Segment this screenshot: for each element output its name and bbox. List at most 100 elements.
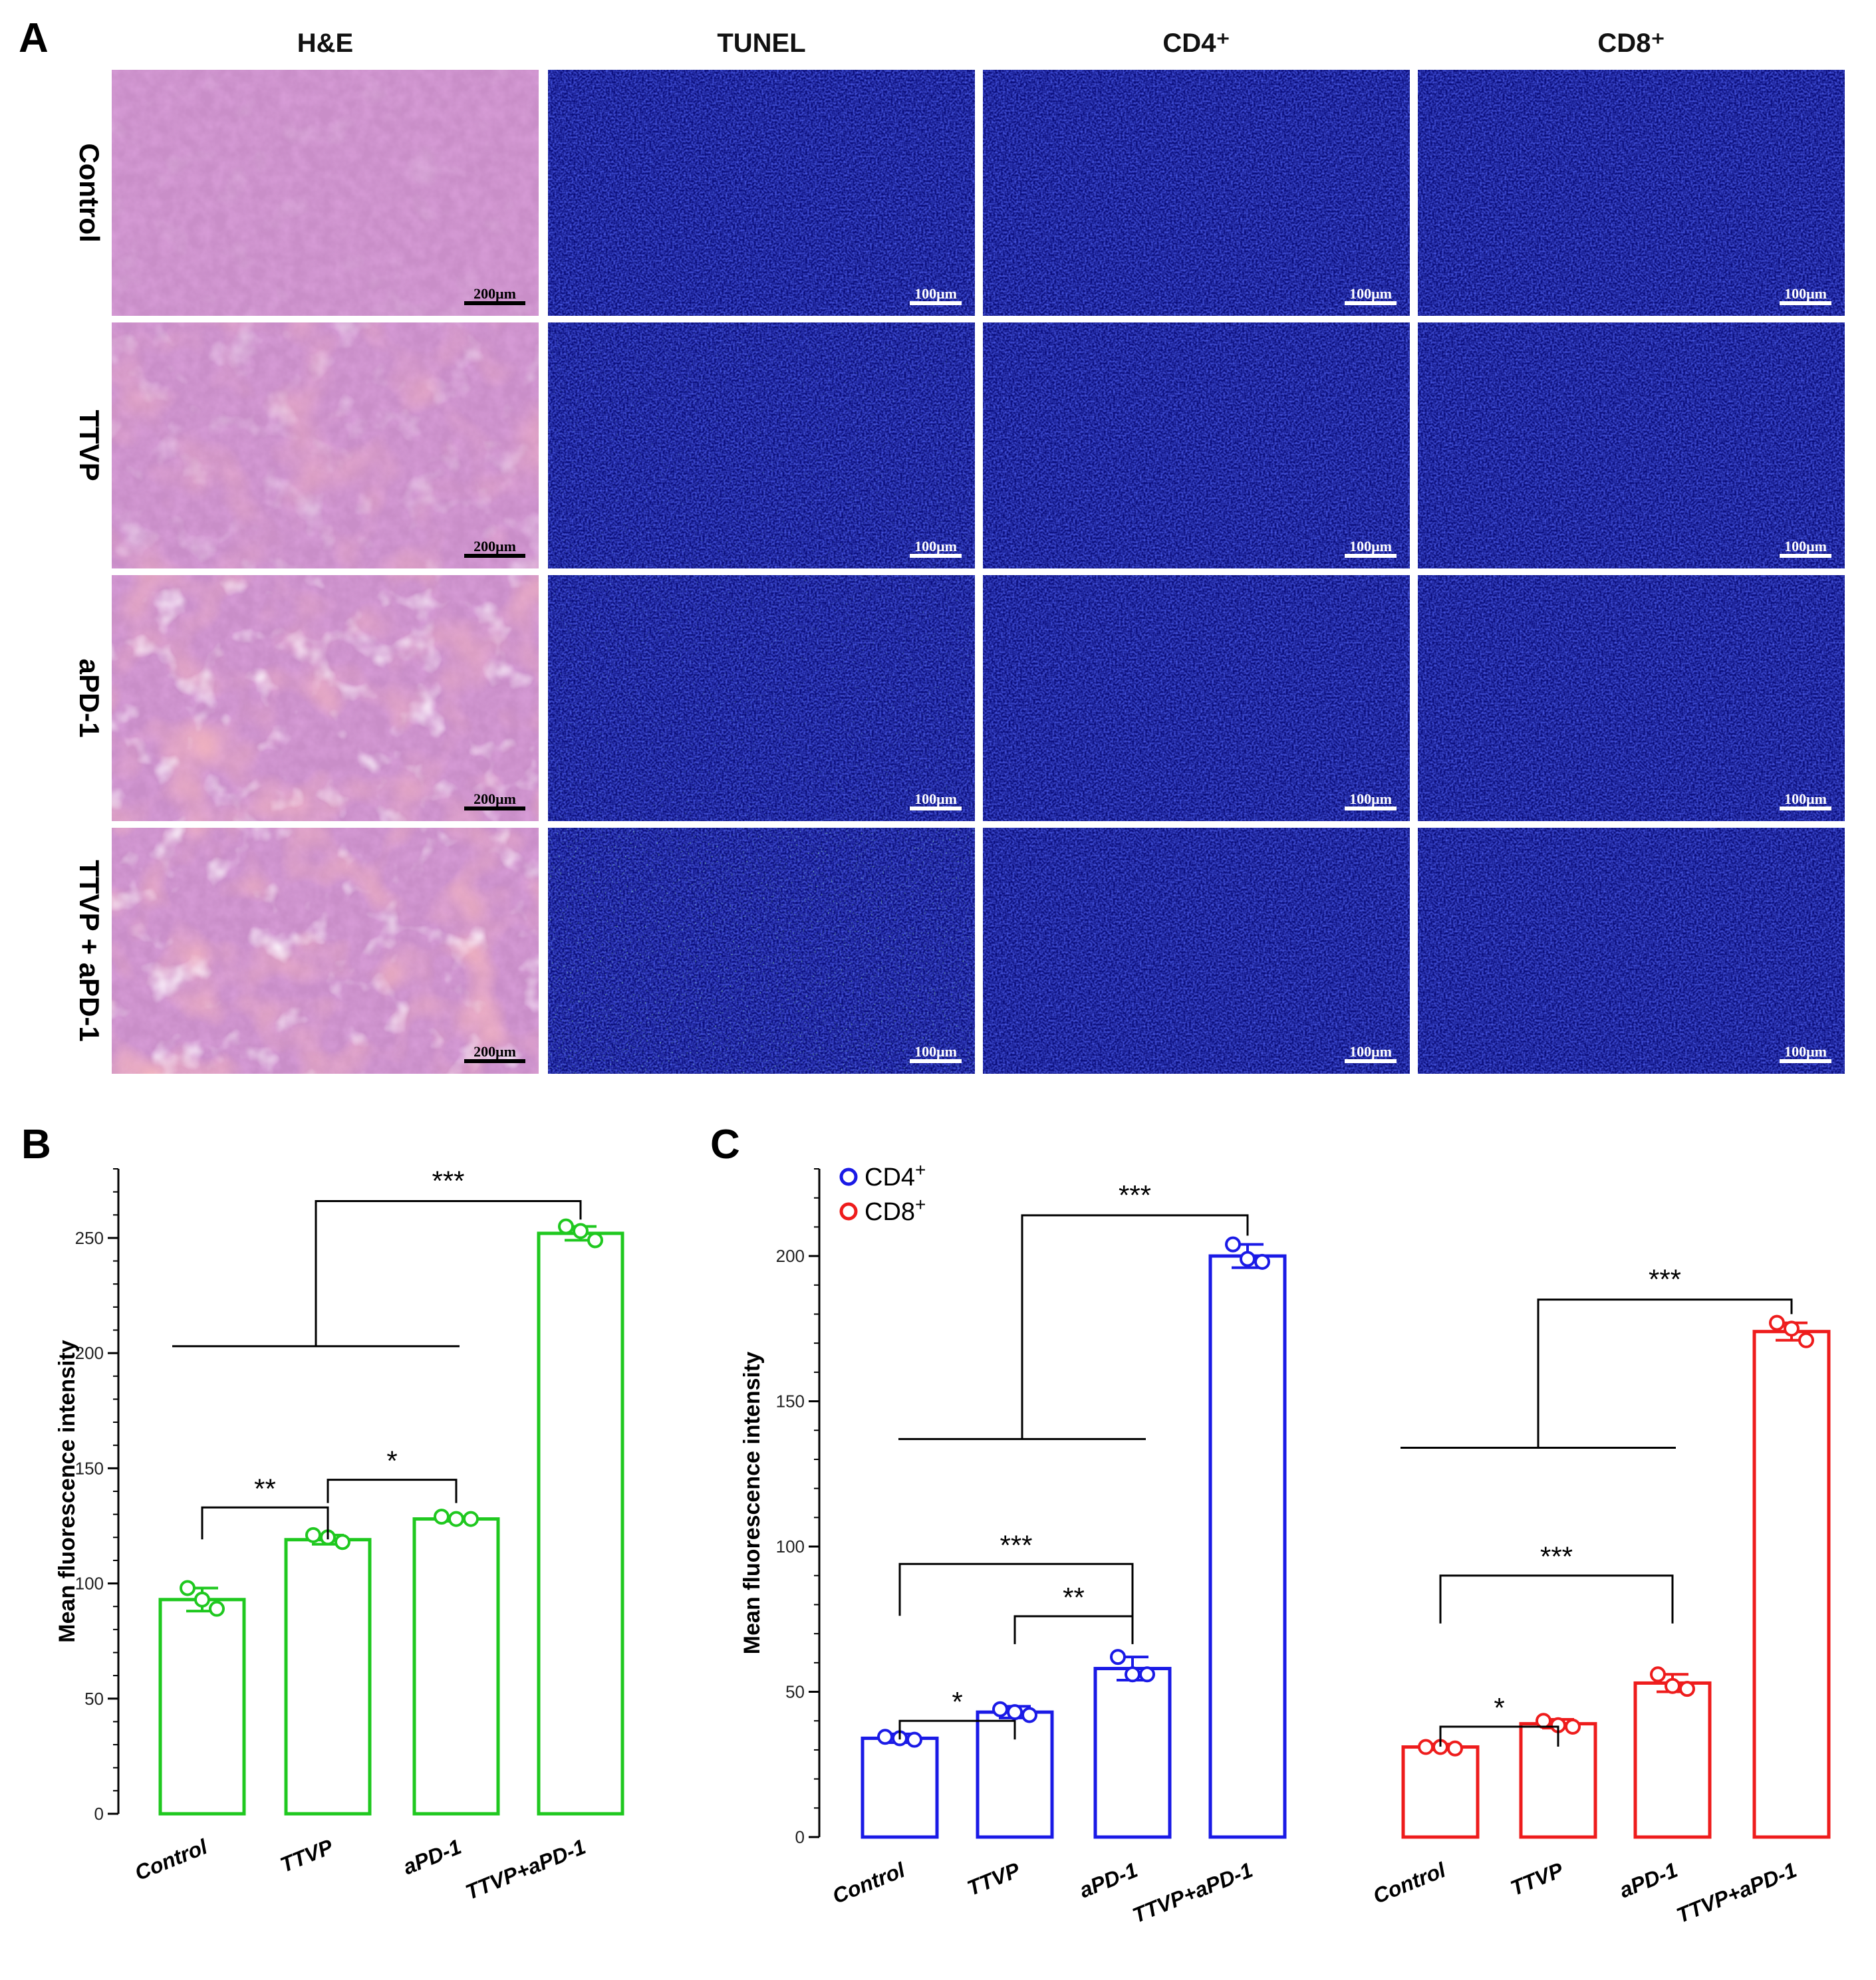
panel-letter-a: A bbox=[19, 15, 49, 61]
significance-bracket bbox=[898, 1719, 1016, 1740]
scale-bar-label: 100μm bbox=[1784, 791, 1827, 807]
panel-a-micrographs: A H&E TUNEL CD4⁺ CD8⁺ Control TTVP aPD-1 TTVP + … bbox=[19, 15, 1845, 1074]
data-point bbox=[194, 1591, 210, 1608]
scale-bar-label: 200μm bbox=[473, 538, 516, 555]
he-tissue-gaps bbox=[112, 70, 539, 316]
data-point bbox=[1798, 1332, 1814, 1348]
micrograph-cd4-ttvp: 100μm bbox=[983, 322, 1410, 568]
marker-signal bbox=[1418, 70, 1845, 316]
data-point bbox=[573, 1223, 589, 1239]
significance-bracket bbox=[315, 1200, 582, 1346]
significance-bracket bbox=[1013, 1615, 1134, 1644]
micrograph-cd8-apd1: 100μm bbox=[1418, 575, 1845, 821]
scale-bar-label: 100μm bbox=[914, 1043, 957, 1060]
column-header: H&E bbox=[297, 29, 353, 58]
significance-label: ** bbox=[254, 1473, 276, 1504]
panel-letter-b: B bbox=[21, 1122, 51, 1168]
row-header: aPD-1 bbox=[74, 658, 105, 737]
panel-c-chart: C 0 50 100 150 200 Mean fluorescence intensity… bbox=[710, 1122, 1831, 1927]
marker-signal bbox=[983, 828, 1410, 1074]
scale-bar bbox=[464, 1059, 525, 1063]
y-axis-label: Mean fluorescence intensity bbox=[55, 1340, 80, 1642]
scale-bar-label: 100μm bbox=[1349, 1043, 1392, 1060]
tunel-signal bbox=[548, 322, 975, 568]
scale-bar bbox=[1780, 301, 1831, 305]
legend-marker bbox=[839, 1202, 858, 1221]
tunel-signal bbox=[548, 575, 975, 821]
scale-bar-label: 100μm bbox=[914, 285, 957, 302]
y-tick-label: 100 bbox=[776, 1537, 805, 1556]
column-header: TUNEL bbox=[717, 29, 805, 58]
x-category-label: aPD-1 bbox=[1616, 1858, 1681, 1902]
legend: CD4+CD8+ bbox=[839, 1160, 926, 1226]
scale-bar-label: 100μm bbox=[1784, 285, 1827, 302]
marker-signal bbox=[983, 575, 1410, 821]
bar bbox=[284, 1538, 372, 1816]
data-point bbox=[1784, 1320, 1800, 1337]
row-header: Control bbox=[74, 143, 105, 242]
data-point bbox=[1665, 1677, 1680, 1694]
panel-b-chart: B 0 50 100 150 200 250 Mean fluorescence intens… bbox=[21, 1122, 624, 1904]
significance-bracket bbox=[1537, 1299, 1793, 1448]
marker-signal bbox=[1418, 322, 1845, 568]
significance-bracket bbox=[1021, 1214, 1249, 1439]
scale-bar bbox=[1780, 554, 1831, 558]
y-tick-label: 100 bbox=[75, 1574, 104, 1594]
data-point bbox=[1139, 1666, 1155, 1683]
y-tick-label: 200 bbox=[75, 1343, 104, 1363]
legend-label: CD4+ bbox=[865, 1160, 926, 1191]
marker-signal bbox=[1418, 828, 1845, 1074]
y-tick-label: 250 bbox=[75, 1228, 104, 1248]
data-point bbox=[434, 1509, 450, 1525]
x-category-label: TTVP+aPD-1 bbox=[462, 1834, 589, 1904]
scale-bar bbox=[464, 554, 525, 558]
micrograph-he-ttvpapd1: 200μm bbox=[112, 828, 539, 1074]
scale-bar-label: 200μm bbox=[473, 1043, 516, 1060]
scale-bar-label: 100μm bbox=[914, 791, 957, 807]
scale-bar-label: 100μm bbox=[1349, 285, 1392, 302]
data-point bbox=[463, 1511, 479, 1527]
x-category-label: TTVP+aPD-1 bbox=[1129, 1858, 1256, 1927]
he-tissue-gaps bbox=[112, 828, 539, 1074]
data-point bbox=[1418, 1739, 1434, 1755]
scale-bar bbox=[464, 301, 525, 305]
column-header: CD4⁺ bbox=[1162, 29, 1230, 58]
micrograph-cd4-control: 100μm bbox=[983, 70, 1410, 316]
data-point bbox=[1447, 1740, 1463, 1757]
panel-letter-c: C bbox=[710, 1122, 740, 1168]
y-tick-label: 150 bbox=[75, 1458, 104, 1478]
y-tick-label: 50 bbox=[785, 1682, 805, 1702]
data-point bbox=[906, 1731, 922, 1748]
data-point bbox=[305, 1527, 321, 1543]
data-point bbox=[558, 1218, 574, 1235]
significance-label: *** bbox=[432, 1166, 464, 1197]
micrograph-tunel-apd1: 100μm bbox=[548, 575, 975, 821]
marker-signal bbox=[983, 322, 1410, 568]
bar bbox=[158, 1598, 246, 1816]
scale-bar bbox=[910, 1059, 962, 1063]
marker-signal bbox=[983, 70, 1410, 316]
data-point bbox=[587, 1232, 603, 1249]
scale-bar bbox=[1345, 301, 1397, 305]
scale-bar bbox=[1780, 806, 1831, 810]
data-point bbox=[448, 1511, 464, 1527]
significance-bracket bbox=[1439, 1574, 1674, 1624]
scale-bar-label: 100μm bbox=[1349, 538, 1392, 555]
data-point bbox=[1565, 1718, 1581, 1735]
data-point bbox=[1007, 1704, 1023, 1721]
bar bbox=[1208, 1254, 1287, 1839]
scale-bar bbox=[1345, 806, 1397, 810]
y-tick-label: 0 bbox=[795, 1827, 805, 1847]
micrograph-he-apd1: 200μm bbox=[112, 575, 539, 821]
scale-bar-label: 200μm bbox=[473, 791, 516, 807]
significance-label: * bbox=[952, 1686, 962, 1717]
data-point bbox=[992, 1701, 1008, 1717]
legend-label: CD8+ bbox=[865, 1194, 926, 1226]
data-point bbox=[1254, 1253, 1270, 1270]
y-tick-label: 50 bbox=[84, 1689, 104, 1709]
significance-bracket bbox=[201, 1506, 329, 1540]
micrograph-he-control: 200μm bbox=[112, 70, 539, 316]
micrograph-cd8-ttvpapd1: 100μm bbox=[1418, 828, 1845, 1074]
legend-marker bbox=[839, 1168, 858, 1186]
